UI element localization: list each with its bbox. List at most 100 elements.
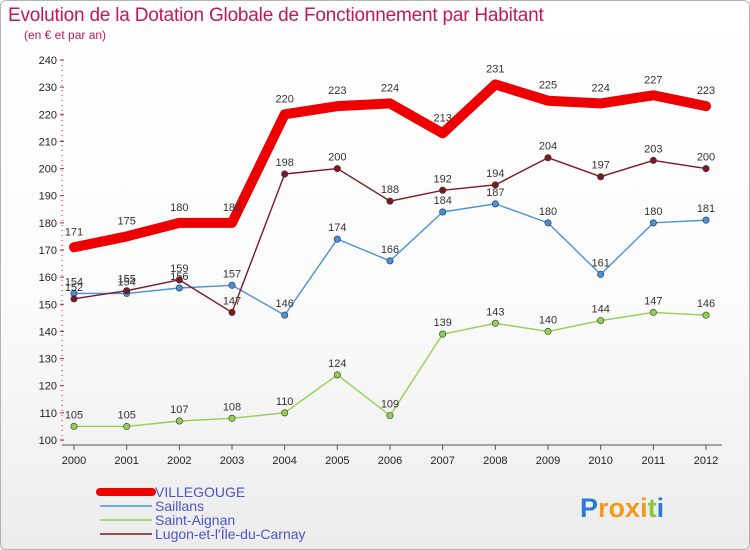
data-label: 144 (591, 304, 609, 316)
x-tick-label: 2001 (114, 455, 138, 467)
data-point (70, 422, 78, 430)
data-point (386, 412, 394, 420)
data-label: 175 (117, 215, 135, 227)
series-2: 105 105 107 108 110 124 109 139 143 140 144 147 146 (65, 295, 715, 430)
data-label: 139 (433, 317, 451, 329)
data-point (123, 287, 131, 295)
data-label: 213 (433, 112, 451, 124)
legend: VILLEGOUGESaillansSaint-AignanLugon-et-l… (96, 484, 306, 542)
x-tick-label: 2009 (536, 455, 560, 467)
y-tick-label: 140 (39, 326, 57, 338)
logo-letter: i (640, 493, 648, 523)
proxiti-logo: Proxiti (580, 493, 664, 523)
data-point (439, 208, 447, 216)
data-label: 200 (328, 152, 346, 164)
data-label: 174 (328, 222, 346, 234)
legend-label: Saint-Aignan (155, 512, 235, 528)
y-tick-label: 150 (39, 299, 57, 311)
data-label: 105 (65, 409, 83, 421)
data-label: 146 (275, 298, 293, 310)
data-label: 231 (486, 63, 504, 75)
data-point (544, 327, 552, 335)
x-tick-label: 2010 (588, 455, 612, 467)
data-point (175, 417, 183, 425)
data-label: 200 (697, 152, 715, 164)
data-label: 152 (65, 282, 83, 294)
data-point (544, 219, 552, 227)
data-label: 147 (644, 295, 662, 307)
y-tick-label: 220 (39, 109, 57, 121)
data-label: 188 (381, 184, 399, 196)
data-point (281, 311, 289, 319)
data-point (386, 197, 394, 205)
data-point (175, 276, 183, 284)
data-label: 108 (223, 401, 241, 413)
data-label: 105 (117, 409, 135, 421)
data-label: 161 (591, 257, 609, 269)
data-point (491, 181, 499, 189)
x-tick-label: 2006 (378, 455, 402, 467)
data-label: 171 (65, 226, 83, 238)
data-point (70, 295, 78, 303)
data-point (175, 284, 183, 292)
data-point (649, 219, 657, 227)
data-label: 220 (275, 93, 293, 105)
logo-letter: x (625, 493, 640, 523)
data-point (228, 281, 236, 289)
data-point (281, 170, 289, 178)
data-label: 180 (539, 206, 557, 218)
data-point (649, 156, 657, 164)
chart-subtitle: (en € et par an) (24, 28, 107, 42)
data-point (228, 308, 236, 316)
data-label: 197 (591, 160, 609, 172)
y-tick-label: 230 (39, 82, 57, 94)
y-tick-label: 130 (39, 354, 57, 366)
data-label: 187 (486, 187, 504, 199)
y-tick-label: 180 (39, 218, 57, 230)
data-label: 192 (433, 173, 451, 185)
data-label: 194 (486, 168, 504, 180)
x-tick-label: 2004 (272, 455, 296, 467)
logo-letter: P (580, 493, 598, 523)
data-point (333, 235, 341, 243)
data-point (333, 165, 341, 173)
data-point (649, 308, 657, 316)
data-point (491, 319, 499, 327)
data-label: 146 (697, 298, 715, 310)
x-tick-label: 2007 (430, 455, 454, 467)
data-label: 203 (644, 143, 662, 155)
data-label: 124 (328, 358, 346, 370)
x-tick-label: 2000 (62, 455, 86, 467)
logo-letter: i (657, 493, 665, 523)
data-label: 107 (170, 404, 188, 416)
data-point (439, 330, 447, 338)
y-tick-label: 200 (39, 164, 57, 176)
series-3: 152 155 159 147 198 200 188 192 194 204 197 203 200 (65, 141, 715, 316)
data-label: 143 (486, 306, 504, 318)
data-label: 109 (381, 399, 399, 411)
data-label: 147 (223, 295, 241, 307)
x-tick-label: 2003 (220, 455, 244, 467)
data-label: 180 (644, 206, 662, 218)
data-label: 223 (697, 85, 715, 97)
axes: 100 110 120 130 140 150 160 170 180 190 200 210 220 2… (39, 55, 722, 467)
data-point (439, 186, 447, 194)
logo-letter: r (598, 493, 609, 523)
data-point (597, 173, 605, 181)
x-tick-label: 2002 (167, 455, 191, 467)
series-line (69, 79, 711, 253)
legend-label: Lugon-et-l'Île-du-Carnay (155, 526, 306, 542)
x-tick-label: 2012 (694, 455, 718, 467)
data-label: 224 (381, 82, 399, 94)
legend-label: Saillans (155, 498, 204, 514)
logo-letter: t (648, 493, 657, 523)
data-label: 157 (223, 268, 241, 280)
data-label: 159 (170, 263, 188, 275)
data-label: 154 (117, 276, 135, 288)
chart-title: Evolution de la Dotation Globale de Fonc… (8, 5, 544, 26)
data-label: 110 (276, 396, 294, 408)
data-point (597, 270, 605, 278)
data-label: 166 (381, 244, 399, 256)
y-tick-label: 170 (39, 245, 57, 257)
